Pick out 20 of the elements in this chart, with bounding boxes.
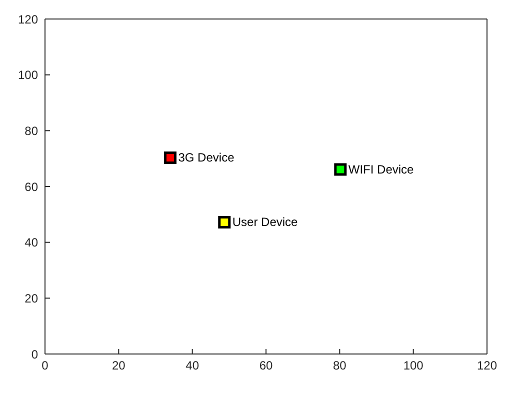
- y-tick-label: 60: [24, 180, 38, 194]
- x-tick-label: 40: [186, 358, 200, 373]
- y-tick-label: 120: [18, 12, 38, 26]
- series-label: User Device: [232, 215, 298, 230]
- x-tick-label: 20: [112, 358, 126, 373]
- y-tick-label: 0: [31, 347, 38, 362]
- y-tick-label: 80: [24, 124, 38, 138]
- x-tick-label: 0: [42, 358, 49, 373]
- series-label: WIFI Device: [348, 162, 414, 176]
- x-tick-label: 80: [332, 358, 347, 373]
- point: [334, 163, 347, 176]
- y-tick-label: 100: [18, 68, 38, 82]
- series-label: 3G Device: [178, 150, 235, 165]
- y-tick-label: 20: [24, 291, 38, 306]
- x-tick-label: 60: [259, 358, 273, 373]
- point: [164, 151, 176, 164]
- point: [218, 216, 231, 228]
- x-tick-label: 120: [476, 358, 498, 373]
- x-tick-label: 100: [403, 358, 424, 373]
- y-tick-label: 40: [24, 236, 38, 250]
